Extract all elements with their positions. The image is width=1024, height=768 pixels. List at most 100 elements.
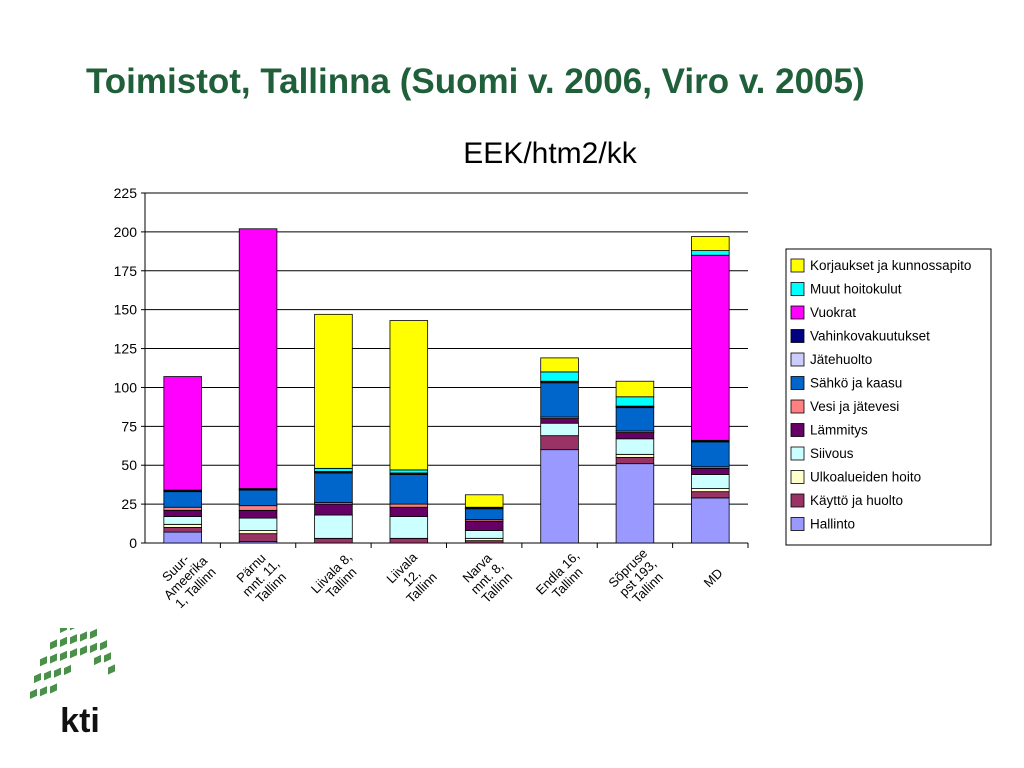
y-tick-label: 200 [114, 224, 138, 240]
legend-swatch [790, 493, 805, 508]
bar-segment [314, 514, 353, 539]
bar-segment [238, 505, 278, 511]
y-tick-label: 225 [114, 185, 138, 201]
legend-label: Jätehuolto [810, 352, 872, 367]
kti-logo: kti [30, 628, 115, 740]
bar-segment [691, 491, 730, 499]
bar-segment [238, 530, 278, 535]
legend-label: Ulkoalueiden hoito [810, 470, 921, 485]
y-tick-label: 100 [114, 379, 138, 395]
legend-box [785, 248, 992, 546]
legend-label: Muut hoitokulut [810, 282, 902, 297]
legend-label: Vesi ja jätevesi [810, 399, 899, 414]
bar-segment [615, 407, 655, 432]
legend-label: Vuokrat [810, 305, 856, 320]
x-tick-label: Liivala12,Tallinn [383, 549, 440, 606]
x-tick-label: Liivala 8,Tallinn [308, 549, 365, 606]
bar-segment [314, 313, 353, 469]
bar-segment [691, 236, 730, 251]
bar-segment [389, 506, 429, 517]
bar-segment [691, 488, 730, 493]
bar-segment [163, 376, 202, 491]
legend-swatch [790, 258, 805, 273]
legend-label: Käyttö ja huolto [810, 493, 903, 508]
bar-segment [389, 537, 429, 544]
bar-segment [389, 474, 429, 505]
x-tick-label: MD [701, 565, 726, 590]
legend-swatch [790, 517, 805, 531]
bar-segment [163, 516, 202, 525]
y-tick-label: 75 [121, 418, 137, 434]
logo-text: kti [60, 702, 100, 740]
bar-segment [540, 422, 579, 437]
bar-segment [238, 509, 278, 519]
x-tick-label: Pärnumnt. 11,Tallinn [229, 546, 292, 609]
legend-swatch [790, 376, 805, 390]
bar-segment [540, 382, 579, 418]
bar-segment [615, 432, 655, 440]
bar-segment [691, 467, 730, 475]
y-tick-label: 0 [129, 535, 137, 551]
bar-segment [464, 530, 504, 539]
y-tick-label: 150 [114, 302, 138, 318]
bar-segment [389, 469, 429, 474]
bar-segment [691, 474, 730, 489]
x-tick-label: Narvamnt. 8,Tallinn [458, 549, 517, 608]
bar-segment [691, 254, 730, 441]
bar-segment [314, 467, 353, 472]
bar-segment [615, 380, 655, 398]
legend-swatch [790, 423, 805, 437]
legend-label: Sähkö ja kaasu [810, 376, 902, 391]
x-tick-label: Sõprusepst 193,Tallinn [605, 545, 670, 610]
bar-segment [615, 463, 655, 544]
bar-segment [163, 491, 202, 508]
y-tick-label: 50 [121, 457, 137, 473]
bar-segment [314, 472, 353, 503]
bar-segment [691, 497, 730, 544]
bar-segment [389, 320, 429, 471]
legend-swatch [790, 470, 805, 484]
slide-title: Toimistot, Tallinna (Suomi v. 2006, Viro… [86, 62, 865, 101]
bar-segment [238, 517, 278, 531]
bar-segment [464, 494, 504, 508]
legend-label: Vahinkovakuutukset [810, 329, 930, 344]
bar-segment [464, 520, 504, 531]
bar-segment [238, 533, 278, 542]
bar-segment [691, 250, 730, 256]
bar-segment [615, 453, 655, 458]
bar-segment [540, 435, 579, 451]
bar-segment [314, 537, 353, 544]
bar-segment [540, 449, 579, 544]
y-tick-label: 25 [121, 496, 137, 512]
stacked-bar-chart: EEK/htm2/kk 0 25 50 75 100 125 150 175 200 225 Suur… [114, 137, 992, 613]
bar-segment [615, 457, 655, 465]
x-tick-label: Suur-Ameerika1, Tallinn [151, 543, 221, 613]
bar-segment [615, 438, 655, 455]
legend-label: Lämmitys [810, 423, 868, 438]
bar-segment [464, 508, 504, 521]
legend-label: Korjaukset ja kunnossapito [810, 258, 971, 273]
bar-segment [163, 527, 202, 533]
legend-swatch [790, 352, 805, 367]
bar-segment [691, 441, 730, 468]
legend-label: Hallinto [810, 517, 855, 532]
legend-swatch [790, 282, 805, 296]
bar-segment [163, 531, 202, 544]
bar-segment [163, 506, 202, 511]
y-tick-label: 125 [114, 341, 138, 357]
legend-label: Siivous [810, 446, 854, 461]
bar-segment [163, 523, 202, 528]
bar-segment [540, 371, 579, 382]
bar-segment [540, 418, 579, 424]
x-tick-label: Endla 16,Tallinn [533, 548, 592, 607]
bar-segment [163, 509, 202, 517]
legend-swatch [790, 329, 805, 343]
bar-segment [314, 503, 353, 516]
bar-segment [389, 503, 429, 508]
legend-swatch [790, 305, 805, 320]
legend-swatch [790, 446, 805, 461]
legend-swatch [790, 399, 805, 414]
bar-segment [238, 489, 278, 507]
y-tick-label: 175 [114, 263, 138, 279]
chart-title: EEK/htm2/kk [463, 137, 637, 170]
